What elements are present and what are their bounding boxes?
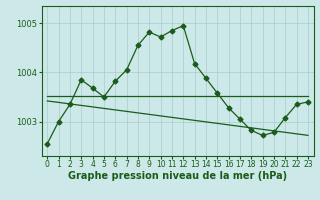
X-axis label: Graphe pression niveau de la mer (hPa): Graphe pression niveau de la mer (hPa): [68, 171, 287, 181]
